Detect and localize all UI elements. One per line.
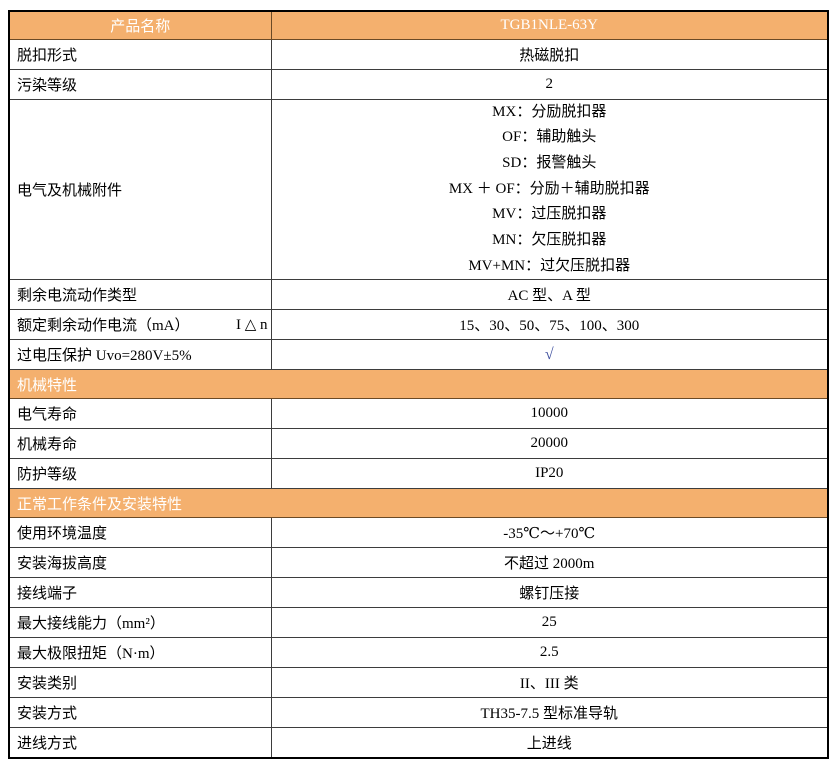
- accessory-option: MV：过压脱扣器: [492, 206, 607, 223]
- table-row: 使用环境温度 -35℃～+70℃: [8, 517, 829, 549]
- protection-rating-label: 防护等级: [8, 458, 272, 490]
- line-entry-value: 上进线: [270, 727, 829, 759]
- header-product-name-label: 产品名称: [8, 10, 272, 40]
- table-row: 最大极限扭矩（N·m） 2.5: [8, 637, 829, 669]
- terminal-label: 接线端子: [8, 577, 272, 609]
- installation-category-value: II、III 类: [270, 667, 829, 699]
- accessory-option: MX ＋ OF：分励＋辅助脱扣器: [448, 180, 650, 197]
- table-row: 防护等级 IP20: [8, 458, 829, 490]
- table-row: 接线端子 螺钉压接: [8, 577, 829, 609]
- max-wire-capacity-label: 最大接线能力（mm²）: [8, 607, 272, 639]
- pollution-degree-label: 污染等级: [8, 68, 272, 100]
- installation-category-label: 安装类别: [8, 667, 272, 699]
- terminal-value: 螺钉压接: [270, 577, 829, 609]
- section-header-mechanical: 机械特性: [8, 369, 829, 400]
- electrical-life-value: 10000: [270, 398, 829, 430]
- accessories-value: MX：分励脱扣器 OF：辅助触头 SD：报警触头 MX ＋ OF：分励＋辅助脱扣…: [270, 98, 829, 281]
- rated-residual-current-label-cell: 额定剩余动作电流（mA） I △ n: [8, 309, 272, 341]
- table-row: 安装海拔高度 不超过 2000m: [8, 547, 829, 579]
- residual-current-type-value: AC 型、A 型: [270, 279, 829, 311]
- protection-rating-value: IP20: [270, 458, 829, 490]
- residual-current-type-label: 剩余电流动作类型: [8, 279, 272, 311]
- overvoltage-protection-label: 过电压保护 Uvo=280V±5%: [8, 339, 272, 371]
- i-delta-n-symbol: I △ n: [235, 317, 268, 334]
- table-row: 电气寿命 10000: [8, 398, 829, 430]
- altitude-label: 安装海拔高度: [8, 547, 272, 579]
- label-text: 额定剩余动作电流（mA）: [17, 318, 190, 335]
- trip-type-label: 脱扣形式: [8, 38, 272, 70]
- table-header-row: 产品名称 TGB1NLE-63Y: [8, 10, 829, 40]
- accessory-option: MV+MN：过欠压脱扣器: [468, 257, 631, 274]
- rated-residual-current-label: 额定剩余动作电流（mA） I △ n: [17, 314, 270, 335]
- mounting-method-label: 安装方式: [8, 697, 272, 729]
- section-header-working-conditions: 正常工作条件及安装特性: [8, 488, 829, 519]
- ambient-temperature-label: 使用环境温度: [8, 517, 272, 549]
- table-row: 安装类别 II、III 类: [8, 667, 829, 699]
- electrical-life-label: 电气寿命: [8, 398, 272, 430]
- accessory-option: SD：报警触头: [502, 154, 597, 171]
- mechanical-life-value: 20000: [270, 428, 829, 460]
- table-row: 过电压保护 Uvo=280V±5% √: [8, 339, 829, 371]
- table-row: 脱扣形式 热磁脱扣: [8, 38, 829, 70]
- table-row: 剩余电流动作类型 AC 型、A 型: [8, 279, 829, 311]
- max-wire-capacity-value: 25: [270, 607, 829, 639]
- pollution-degree-value: 2: [270, 68, 829, 100]
- rated-residual-current-value: 15、30、50、75、100、300: [270, 309, 829, 341]
- mounting-method-value: TH35-7.5 型标准导轨: [270, 697, 829, 729]
- ambient-temperature-value: -35℃～+70℃: [270, 517, 829, 549]
- overvoltage-protection-checkmark: √: [270, 339, 829, 371]
- accessories-label: 电气及机械附件: [8, 98, 272, 281]
- table-row: 机械寿命 20000: [8, 428, 829, 460]
- altitude-value: 不超过 2000m: [270, 547, 829, 579]
- table-row-accessories: 电气及机械附件 MX：分励脱扣器 OF：辅助触头 SD：报警触头 MX ＋ OF…: [8, 98, 829, 281]
- max-torque-label: 最大极限扭矩（N·m）: [8, 637, 272, 669]
- product-spec-table: 产品名称 TGB1NLE-63Y 脱扣形式 热磁脱扣 污染等级 2 电气及机械附…: [8, 10, 829, 759]
- line-entry-label: 进线方式: [8, 727, 272, 759]
- accessory-option: OF：辅助触头: [502, 129, 597, 146]
- trip-type-value: 热磁脱扣: [270, 38, 829, 70]
- max-torque-value: 2.5: [270, 637, 829, 669]
- section-title: 机械特性: [8, 369, 829, 400]
- accessory-option: MN：欠压脱扣器: [492, 232, 607, 249]
- table-row: 污染等级 2: [8, 68, 829, 100]
- accessory-option: MX：分励脱扣器: [492, 103, 607, 120]
- table-row: 最大接线能力（mm²） 25: [8, 607, 829, 639]
- table-row: 安装方式 TH35-7.5 型标准导轨: [8, 697, 829, 729]
- header-product-model: TGB1NLE-63Y: [270, 10, 829, 40]
- mechanical-life-label: 机械寿命: [8, 428, 272, 460]
- section-title: 正常工作条件及安装特性: [8, 488, 829, 519]
- table-row: 额定剩余动作电流（mA） I △ n 15、30、50、75、100、300: [8, 309, 829, 341]
- table-row: 进线方式 上进线: [8, 727, 829, 759]
